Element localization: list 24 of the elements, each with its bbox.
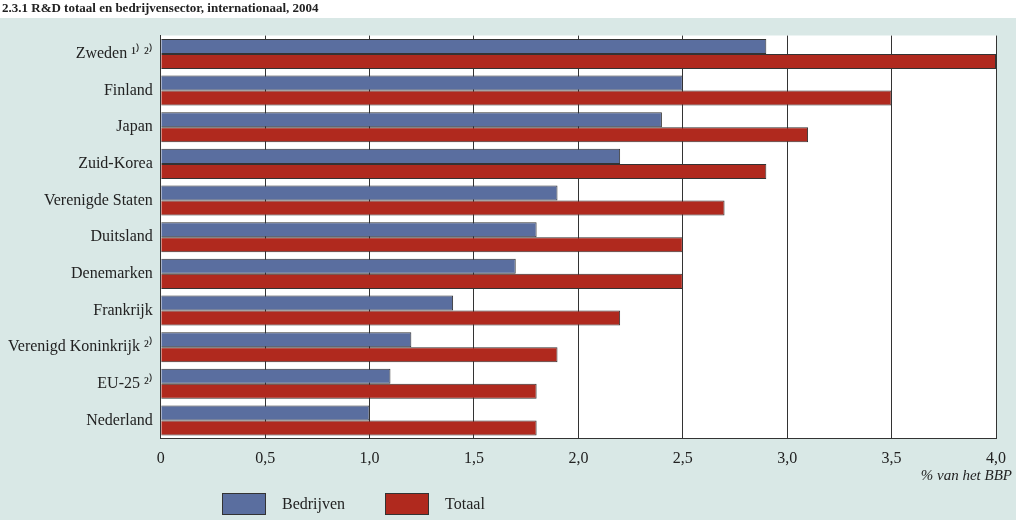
y-tick-label: Zweden ¹⁾ ²⁾: [75, 43, 153, 62]
y-tick-label: Denemarken: [71, 264, 153, 282]
x-tick-label: 1,0: [359, 448, 380, 466]
y-tick-label: Verenigde Staten: [43, 190, 153, 209]
x-tick-label: 4,0: [986, 448, 1006, 466]
x-axis-title: % van het BBP: [920, 467, 1012, 484]
x-tick-label: 3,0: [777, 448, 798, 466]
y-tick-label: Duitsland: [90, 227, 153, 245]
y-tick-label: Frankrijk: [93, 300, 153, 319]
y-tick-label: Verenigd Koninkrijk ²⁾: [7, 336, 153, 356]
y-tick-label: Finland: [103, 80, 153, 98]
x-tick-label: 2,0: [568, 448, 589, 466]
y-tick-label: Zuid-Korea: [78, 154, 153, 172]
x-tick-label: 0,5: [255, 448, 276, 466]
y-tick-label: EU-25 ²⁾: [97, 373, 153, 392]
y-tick-label: Nederland: [86, 410, 153, 428]
legend-label: Totaal: [445, 495, 485, 513]
x-tick-label: 0: [156, 448, 165, 466]
chart-title: 2.3.1 R&D totaal en bedrijvensector, internationaal, 2004: [2, 0, 319, 16]
legend-label: Bedrijven: [282, 495, 346, 513]
y-tick-label: Japan: [116, 117, 153, 136]
x-tick-label: 3,5: [881, 448, 902, 466]
x-tick-label: 2,5: [672, 448, 693, 466]
x-tick-label: 1,5: [463, 448, 484, 466]
